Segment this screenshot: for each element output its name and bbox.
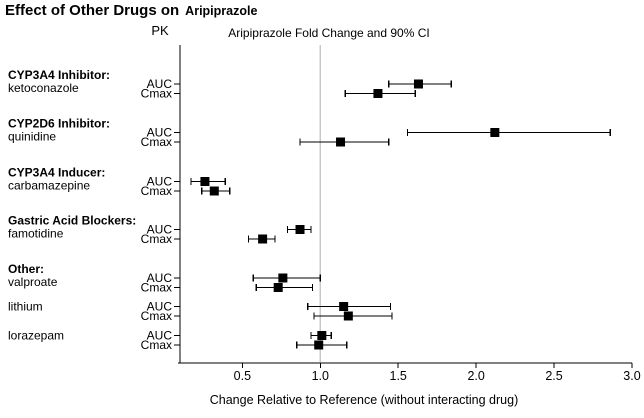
x-axis-title: Change Relative to Reference (without in… <box>209 393 519 407</box>
point-marker <box>343 311 353 321</box>
pk-label: Cmax <box>141 281 172 295</box>
group-header-label: Other: <box>8 262 44 276</box>
chart-title-drug: Aripiprazole <box>185 4 258 18</box>
pk-label: Cmax <box>141 309 172 323</box>
chart-title: Effect of Other Drugs on Aripiprazole <box>5 2 257 20</box>
pk-label: Cmax <box>141 232 172 246</box>
x-tick-label: 1.0 <box>312 369 329 383</box>
pk-label: AUC <box>147 77 173 91</box>
chart-title-main: Effect of Other Drugs on <box>5 2 180 19</box>
point-marker <box>209 186 219 196</box>
pk-label: AUC <box>147 175 173 189</box>
drug-label: lorazepam <box>8 329 64 343</box>
x-tick-label: 2.0 <box>467 369 484 383</box>
pk-column-header: PK <box>151 23 169 38</box>
group-header-label: CYP3A4 Inhibitor: <box>8 68 110 82</box>
drug-label: famotidine <box>8 227 64 241</box>
pk-label: Cmax <box>141 87 172 101</box>
pk-label: AUC <box>147 329 173 343</box>
group-header-label: CYP3A4 Inducer: <box>8 166 105 180</box>
pk-label: Cmax <box>141 338 172 352</box>
point-marker <box>200 177 210 186</box>
drug-label: ketoconazole <box>8 81 79 95</box>
point-marker <box>490 128 500 137</box>
pk-label: AUC <box>147 223 173 237</box>
point-marker <box>413 79 423 89</box>
x-tick-label: 2.5 <box>545 369 562 383</box>
point-marker <box>317 331 327 340</box>
pk-label: Cmax <box>141 135 172 149</box>
point-marker <box>314 340 324 350</box>
point-marker <box>295 225 305 234</box>
point-marker <box>336 137 346 147</box>
group-header-label: CYP2D6 Inhibitor: <box>8 117 110 131</box>
drug-label: valproate <box>8 275 58 289</box>
point-marker <box>339 302 349 311</box>
pk-label: AUC <box>147 271 173 285</box>
drug-label: carbamazepine <box>8 179 90 193</box>
point-marker <box>373 89 383 98</box>
drug-label: quinidine <box>8 130 56 144</box>
x-tick-label: 0.5 <box>234 369 251 383</box>
group-header-label: Gastric Acid Blockers: <box>8 214 136 228</box>
point-marker <box>278 273 288 283</box>
pk-label: Cmax <box>141 184 172 198</box>
x-tick-label: 3.0 <box>623 369 640 383</box>
point-marker <box>273 283 283 292</box>
pk-label: AUC <box>147 300 173 314</box>
x-tick-label: 1.5 <box>390 369 407 383</box>
point-marker <box>258 234 268 244</box>
pk-label: AUC <box>147 126 173 140</box>
fold-change-column-header: Aripiprazole Fold Change and 90% CI <box>228 26 430 40</box>
drug-label: lithium <box>8 300 43 314</box>
